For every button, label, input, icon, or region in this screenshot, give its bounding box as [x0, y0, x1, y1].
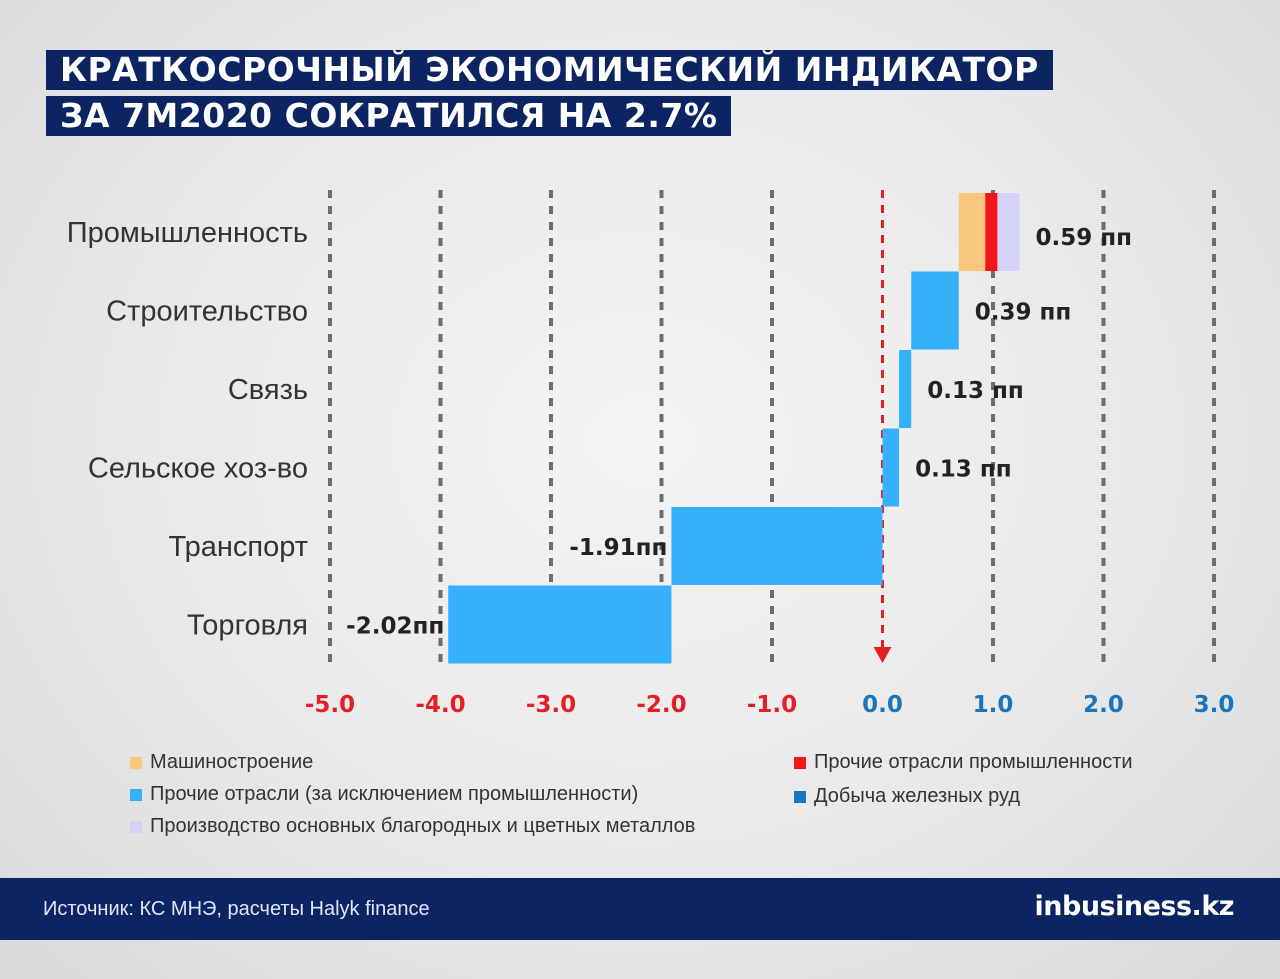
site-logo[interactable]: inbusiness.kz: [1034, 891, 1235, 922]
value-label: -2.02пп: [346, 614, 444, 640]
value-label: 0.13 пп: [927, 378, 1024, 404]
legend-label-metals: Производство основных благородных и цвет…: [150, 815, 696, 837]
chart-title-line-2: ЗА 7М2020 СОКРАТИЛСЯ НА 2.7%: [46, 96, 732, 136]
x-tick-label: 0.0: [862, 692, 903, 718]
value-label: 0.59 пп: [1036, 225, 1133, 251]
bar-0-segment-2: [997, 193, 1020, 271]
legend-swatch-other-sectors: [130, 788, 142, 801]
bar-5-segment-0: [448, 585, 672, 664]
category-label: Сельское хоз-во: [88, 453, 308, 485]
bar-0-segment-0: [958, 193, 986, 271]
legend-item-iron-ore: Добыча железных руд: [794, 785, 1020, 808]
x-tick-label: -2.0: [636, 692, 686, 718]
zero-line-arrow: [873, 647, 892, 663]
bar-4-segment-0: [671, 507, 883, 585]
value-label: 0.13 пп: [915, 457, 1012, 483]
waterfall-chart: -5.0 -4.0 -3.0 -2.0 -1.0 0.0 1.0 2.0 3.0 Промышле…: [67, 190, 1235, 718]
value-label: 0.39 пп: [975, 300, 1072, 326]
x-tick-label: -3.0: [526, 692, 576, 718]
x-tick-label: 2.0: [1083, 692, 1124, 718]
category-label: Транспорт: [169, 531, 308, 563]
legend-label-machinery: Машиностроение: [150, 751, 314, 773]
x-tick-label: -4.0: [415, 692, 465, 718]
legend-item-other-sectors: Прочие отрасли (за исключением промышлен…: [130, 783, 638, 806]
x-tick-label: -5.0: [305, 692, 355, 718]
category-label: Промышленность: [67, 217, 308, 249]
footer-bar: Источник: КС МНЭ, расчеты Halyk finance …: [0, 878, 1280, 940]
source-note: Источник: КС МНЭ, расчеты Halyk finance: [43, 898, 430, 920]
category-label: Торговля: [187, 610, 308, 642]
bar-2-segment-0: [899, 350, 912, 428]
legend-swatch-machinery: [130, 756, 142, 769]
x-tick-label: 3.0: [1194, 692, 1235, 718]
x-tick-label: -1.0: [747, 692, 797, 718]
legend-swatch-iron-ore: [794, 790, 806, 803]
legend-item-other-industry: Прочие отрасли промышленности: [794, 751, 1133, 774]
chart-title-line-1: КРАТКОСРОЧНЫЙ ЭКОНОМИЧЕСКИЙ ИНДИКАТОР: [46, 50, 1053, 90]
bar-0-segment-1: [985, 193, 998, 271]
legend-label-iron-ore: Добыча железных руд: [814, 785, 1021, 807]
x-tick-label: 1.0: [973, 692, 1014, 718]
bar-3-segment-0: [882, 428, 900, 507]
category-label: Строительство: [106, 296, 308, 328]
legend-item-machinery: Машиностроение: [130, 751, 313, 774]
legend-swatch-other-industry: [794, 756, 806, 769]
category-label: Связь: [228, 374, 308, 406]
bar-1-segment-0: [911, 271, 959, 350]
value-label: -1.91пп: [569, 535, 667, 561]
legend-swatch-metals: [130, 820, 142, 833]
legend-label-other-sectors: Прочие отрасли (за исключением промышлен…: [150, 783, 639, 805]
legend-label-other-industry: Прочие отрасли промышленности: [814, 751, 1133, 773]
legend-item-metals: Производство основных благородных и цвет…: [130, 815, 695, 838]
